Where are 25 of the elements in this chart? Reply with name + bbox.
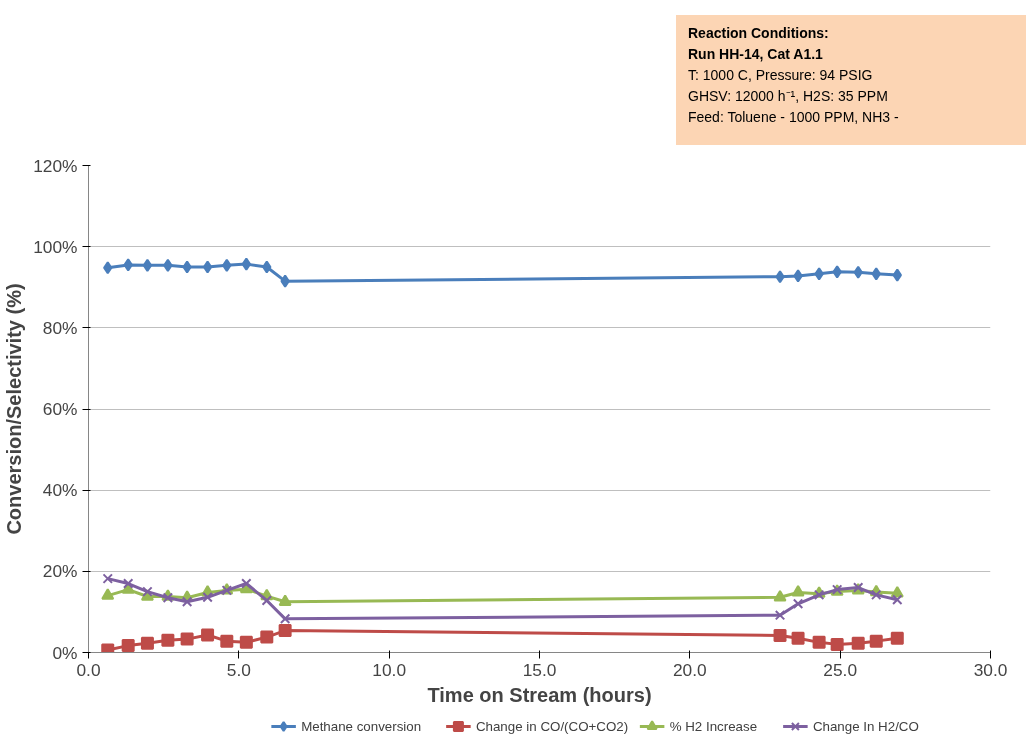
x-tick-label: 15.0 <box>522 659 557 680</box>
x-tick-label: 30.0 <box>973 659 1008 680</box>
legend-label: % H2 Increase <box>669 719 758 734</box>
x-tick-label: 25.0 <box>823 659 858 680</box>
text: Feed: Toluene - 1000 PPM, NH3 - <box>688 109 899 125</box>
x-tick-label: 20.0 <box>672 659 707 680</box>
x-tick-label: 10.0 <box>372 659 407 680</box>
y-tick-label: 20% <box>42 561 78 582</box>
text: Reaction Conditions: <box>688 25 829 41</box>
y-axis-title: Conversion/Selectivity (%) <box>3 283 26 535</box>
text: Run HH-14, Cat A1.1 <box>688 46 823 62</box>
legend-label: Methane conversion <box>301 719 422 734</box>
text: GHSV: 12000 h⁻¹, H2S: 35 PPM <box>688 88 888 104</box>
legend-label: Change In H2/CO <box>812 719 919 734</box>
y-tick-label: 100% <box>33 236 78 257</box>
legend-label: Change in CO/(CO+CO2) <box>475 719 629 734</box>
text: T: 1000 C, Pressure: 94 PSIG <box>688 67 873 83</box>
y-tick-label: 80% <box>42 317 78 338</box>
y-tick-label: 40% <box>42 480 78 501</box>
x-axis-title: Time on Stream (hours) <box>427 683 652 706</box>
x-tick-label: 5.0 <box>226 659 251 680</box>
x-tick-label: 0.0 <box>76 659 101 680</box>
y-tick-label: 120% <box>33 155 78 176</box>
y-tick-label: 0% <box>52 642 78 663</box>
y-tick-label: 60% <box>42 399 78 419</box>
